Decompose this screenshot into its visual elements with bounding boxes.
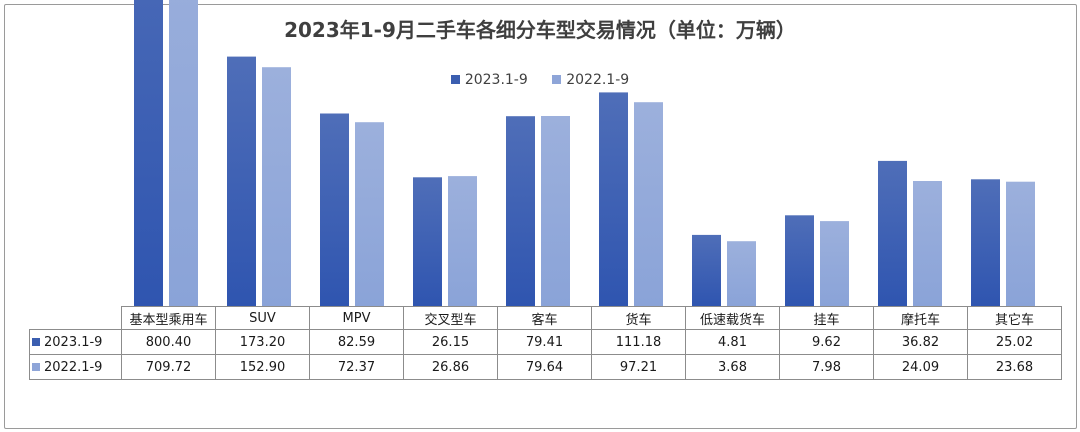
- table-cell: 26.86: [403, 354, 498, 380]
- table-cell: 97.21: [591, 354, 686, 380]
- table-cell: 3.68: [685, 354, 780, 380]
- legend-item-2023: 2023.1-9: [450, 72, 528, 88]
- bar-2023-2: [320, 113, 349, 306]
- table-row-2023: 2023.1-9 800.40 173.20 82.59 26.15 79.41…: [29, 329, 1062, 355]
- row-marker-2022: [32, 362, 40, 371]
- legend-label-2023: 2023.1-9: [464, 72, 528, 88]
- table-cell: 800.40: [121, 329, 216, 355]
- category-label: 其它车: [967, 306, 1062, 330]
- table-cell: 4.81: [685, 329, 780, 355]
- legend-item-2022: 2022.1-9: [552, 72, 629, 88]
- table-cell: 111.18: [591, 329, 686, 355]
- table-cell: 7.98: [779, 354, 874, 380]
- table-cell: 23.68: [967, 354, 1062, 380]
- legend-swatch-2022: [552, 75, 562, 84]
- bar-2022-9: [1006, 181, 1035, 306]
- legend: 2023.1-9 2022.1-9: [0, 72, 1080, 88]
- category-label: SUV: [215, 306, 310, 330]
- row-header-2023: 2023.1-9: [29, 329, 122, 355]
- bar-2023-7: [785, 215, 814, 306]
- bar-2022-3: [448, 176, 477, 306]
- bar-2022-2: [355, 122, 384, 306]
- category-row: 基本型乘用车 SUV MPV 交叉型车 客车 货车 低速载货车 挂车 摩托车 其…: [29, 306, 1062, 330]
- row-header-2022: 2022.1-9: [29, 354, 122, 380]
- table-cell: 152.90: [215, 354, 310, 380]
- category-label: 挂车: [779, 306, 874, 330]
- table-cell: 24.09: [873, 354, 968, 380]
- bar-2023-9: [971, 179, 1000, 306]
- legend-label-2022: 2022.1-9: [566, 72, 630, 88]
- table-cell: 709.72: [121, 354, 216, 380]
- bar-2022-5: [634, 102, 663, 306]
- bar-2023-8: [878, 160, 907, 306]
- bar-2022-7: [820, 221, 849, 306]
- table-cell: 26.15: [403, 329, 498, 355]
- bar-2023-1: [227, 56, 256, 306]
- category-label: 货车: [591, 306, 686, 330]
- category-label: 基本型乘用车: [121, 306, 216, 330]
- category-label: 客车: [497, 306, 592, 330]
- bar-2022-6: [727, 241, 756, 306]
- table-cell: 173.20: [215, 329, 310, 355]
- row-marker-2023: [32, 337, 40, 346]
- bar-2023-0: [134, 0, 163, 307]
- bar-2022-0: [169, 0, 198, 307]
- category-label: 交叉型车: [403, 306, 498, 330]
- category-label: 低速载货车: [685, 306, 780, 330]
- table-cell: 72.37: [309, 354, 404, 380]
- table-cell: 9.62: [779, 329, 874, 355]
- row-header-label: 2023.1-9: [44, 334, 103, 350]
- bar-2022-8: [913, 181, 942, 306]
- table-cell: 25.02: [967, 329, 1062, 355]
- row-header-label: 2022.1-9: [44, 359, 103, 375]
- table-cell: 79.64: [497, 354, 592, 380]
- category-label: MPV: [309, 306, 404, 330]
- bar-2023-4: [506, 116, 535, 306]
- category-label: 摩托车: [873, 306, 968, 330]
- table-cell: 36.82: [873, 329, 968, 355]
- data-table: 基本型乘用车 SUV MPV 交叉型车 客车 货车 低速载货车 挂车 摩托车 其…: [29, 306, 1062, 380]
- bars-group: [134, 0, 1035, 307]
- table-row-2022: 2022.1-9 709.72 152.90 72.37 26.86 79.64…: [29, 354, 1062, 380]
- chart-title: 2023年1-9月二手车各细分车型交易情况（单位：万辆）: [284, 18, 796, 42]
- bar-2022-1: [262, 67, 291, 306]
- table-cell: 79.41: [497, 329, 592, 355]
- table-cell: 82.59: [309, 329, 404, 355]
- bar-2023-3: [413, 177, 442, 306]
- table-corner: [29, 306, 122, 330]
- legend-swatch-2023: [450, 75, 460, 84]
- bar-2022-4: [541, 116, 570, 306]
- bar-2023-5: [599, 92, 628, 307]
- bar-2023-6: [692, 234, 721, 306]
